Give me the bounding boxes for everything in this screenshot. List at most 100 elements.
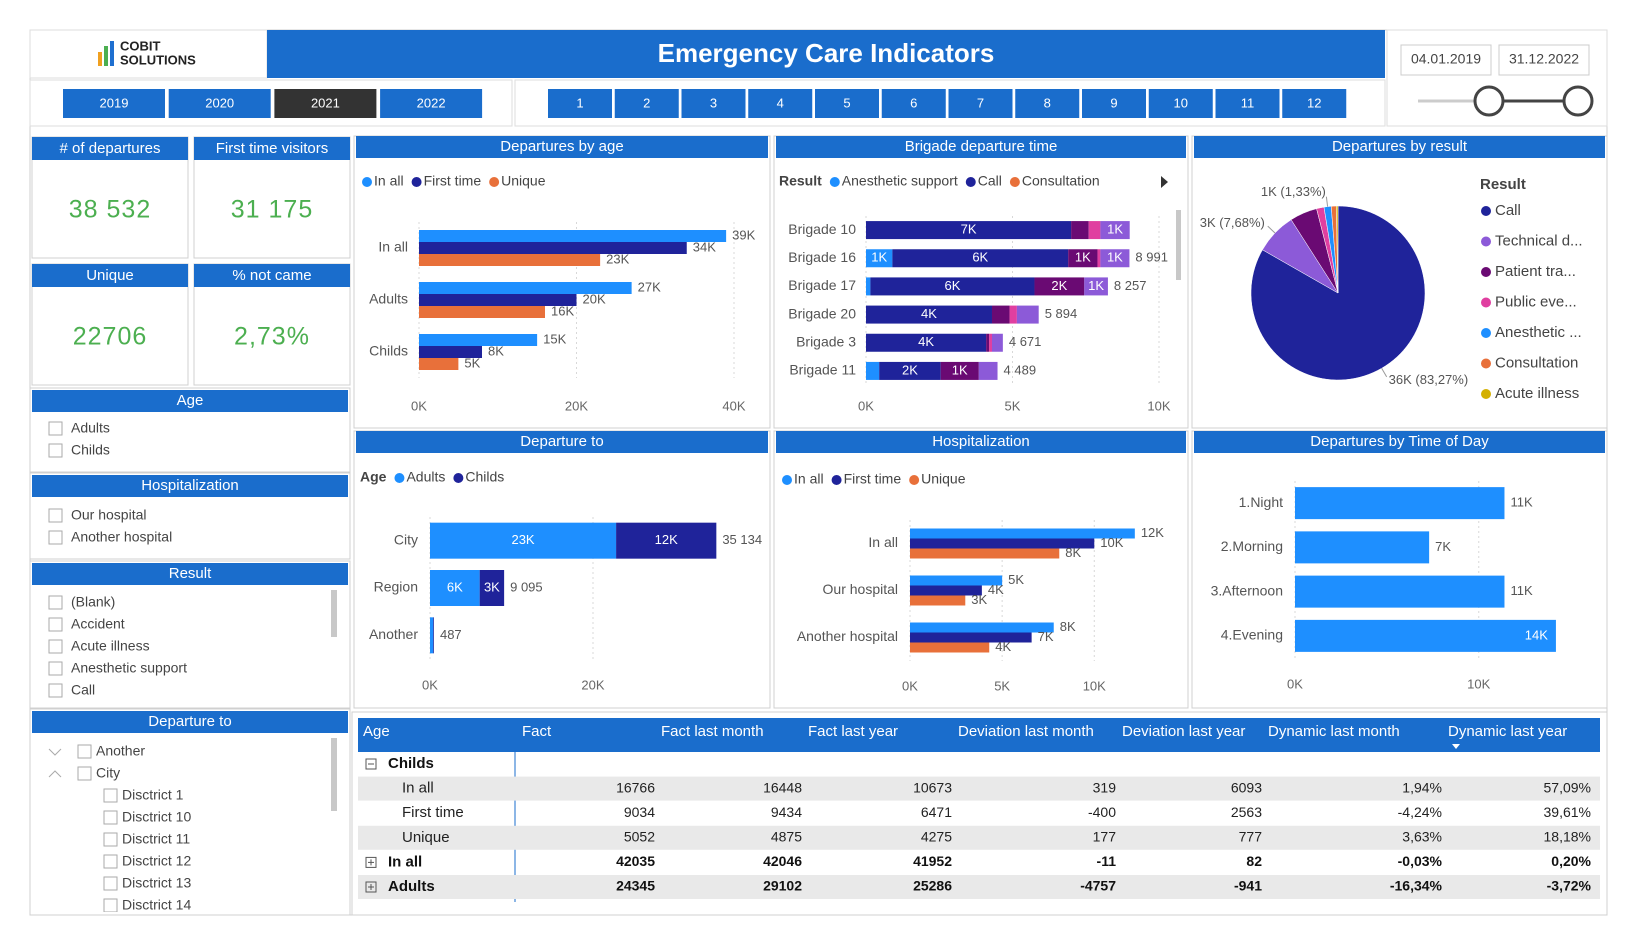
checkbox[interactable]	[48, 639, 63, 654]
row-label: Unique	[402, 829, 450, 846]
value-label: 20K	[583, 291, 606, 306]
year-button[interactable]	[380, 89, 483, 118]
chevron[interactable]	[48, 748, 62, 756]
legend-marker	[362, 177, 372, 187]
row-stripe	[358, 776, 1600, 801]
expand-icon[interactable]	[365, 881, 377, 893]
expand-icon[interactable]	[365, 856, 377, 868]
slicer-header	[32, 390, 348, 412]
kpi-title: Unique	[86, 267, 134, 284]
legend-label: In all	[374, 173, 404, 189]
slicer-item: Disctrict 14	[122, 897, 191, 913]
value-label: 14K	[1525, 627, 1548, 642]
month-button[interactable]	[614, 89, 679, 118]
month-button[interactable]	[1082, 89, 1146, 118]
checkbox[interactable]	[103, 854, 118, 869]
month-button[interactable]	[1282, 89, 1347, 118]
value-label: 8K	[488, 343, 504, 358]
checkbox[interactable]	[48, 683, 63, 698]
slicer-item: Disctrict 1	[122, 787, 184, 803]
checkbox[interactable]	[48, 617, 63, 632]
year-button[interactable]	[63, 89, 165, 118]
legend-marker	[411, 177, 422, 187]
checkbox[interactable]	[103, 810, 118, 825]
month-button[interactable]	[1015, 89, 1080, 118]
logo-bar	[110, 41, 114, 66]
category-label: 3.Afternoon	[1211, 582, 1283, 598]
segment-label: 2K	[1051, 278, 1067, 293]
checkbox[interactable]	[103, 876, 118, 891]
checkbox[interactable]	[48, 661, 63, 676]
x-tick-label: 0K	[422, 677, 438, 692]
slice-label: 3K (7,68%)	[1200, 215, 1265, 230]
chart-title: Departures by age	[500, 138, 623, 155]
category-label: Region	[374, 579, 418, 595]
checkbox[interactable]	[48, 595, 63, 610]
cell: -3,72%	[1547, 878, 1592, 894]
month-button[interactable]	[748, 89, 813, 118]
legend-label: Patient tra...	[1495, 263, 1576, 280]
month-button[interactable]	[548, 89, 612, 118]
legend-arrow[interactable]	[1161, 176, 1168, 188]
legend-label: Anesthetic ...	[1495, 324, 1582, 341]
year-label: 2020	[205, 95, 234, 110]
cell: 18,18%	[1544, 829, 1591, 845]
scrollbar[interactable]	[331, 590, 337, 637]
date-field[interactable]	[1400, 44, 1492, 76]
checkbox[interactable]	[48, 508, 63, 523]
checkbox[interactable]	[103, 788, 118, 803]
cell: -400	[1088, 804, 1116, 820]
slicer-item: Accident	[71, 616, 125, 632]
leader-line	[1381, 368, 1388, 378]
category-label: Brigade 10	[788, 221, 856, 237]
month-button[interactable]	[881, 89, 946, 118]
checkbox[interactable]	[48, 530, 63, 545]
bar	[419, 358, 459, 370]
title-bar	[267, 30, 1385, 78]
x-tick-label: 10K	[1083, 678, 1106, 693]
date-field[interactable]	[1498, 44, 1590, 76]
bar-segment	[1034, 277, 1085, 296]
checkbox[interactable]	[48, 421, 63, 436]
checkbox[interactable]	[77, 744, 92, 759]
month-button[interactable]	[1148, 89, 1213, 118]
segment-label: 6K	[447, 579, 463, 594]
column-header: Deviation last month	[958, 723, 1094, 740]
month-label: 6	[910, 95, 917, 110]
checkbox[interactable]	[103, 832, 118, 847]
slider-knob[interactable]	[1473, 85, 1505, 117]
legend-marker	[1481, 389, 1491, 399]
row-label: First time	[402, 804, 464, 821]
column-header: Dynamic last year	[1448, 723, 1567, 740]
expand-icon[interactable]	[365, 758, 377, 770]
month-button[interactable]	[948, 89, 1013, 118]
slicer-item: Another hospital	[71, 529, 172, 545]
legend-marker	[1481, 236, 1491, 247]
bar-segment	[870, 277, 1035, 296]
chart-panel	[1191, 430, 1608, 709]
value-label: 8K	[1065, 545, 1081, 560]
slicer-title: Result	[169, 565, 212, 582]
year-button[interactable]	[168, 89, 271, 118]
scrollbar[interactable]	[1176, 210, 1181, 280]
cell: -941	[1234, 878, 1262, 894]
month-button[interactable]	[681, 89, 746, 118]
checkbox[interactable]	[48, 443, 63, 458]
chevron[interactable]	[48, 770, 62, 778]
month-button[interactable]	[1215, 89, 1280, 118]
legend-title: Result	[1480, 176, 1526, 193]
total-label: 8 991	[1135, 250, 1168, 265]
legend-marker	[829, 177, 840, 187]
scrollbar[interactable]	[331, 738, 337, 811]
slider-knob[interactable]	[1562, 85, 1594, 117]
bar-segment	[866, 361, 880, 380]
month-button[interactable]	[815, 89, 879, 118]
cell: 42035	[616, 853, 655, 869]
checkbox[interactable]	[77, 766, 92, 781]
segment-label: 6K	[972, 250, 988, 265]
year-button[interactable]	[274, 89, 377, 118]
year-label: 2019	[100, 95, 129, 110]
checkbox[interactable]	[103, 898, 118, 912]
cell: 39,61%	[1544, 804, 1591, 820]
value-label: 16K	[551, 303, 574, 318]
